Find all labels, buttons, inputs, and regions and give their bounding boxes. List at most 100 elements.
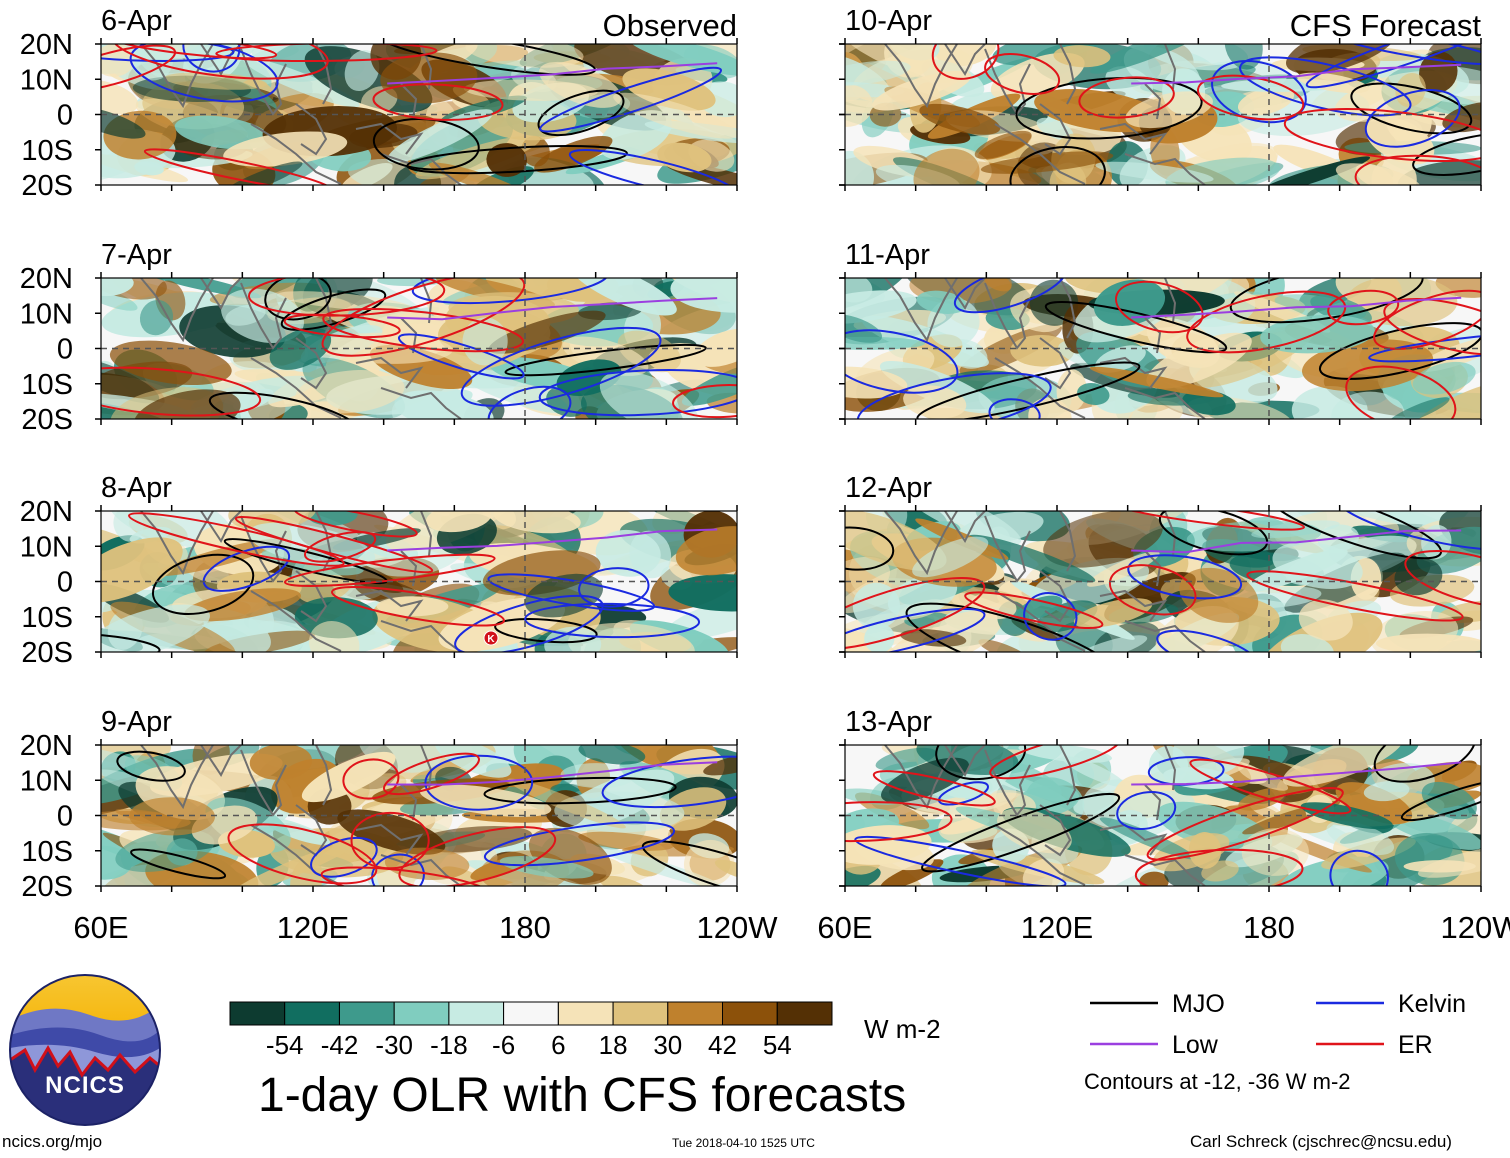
wave-contour bbox=[330, 586, 506, 627]
coastline bbox=[250, 590, 342, 652]
wave-contour bbox=[350, 811, 430, 870]
colorbar-label: 54 bbox=[763, 1030, 792, 1060]
x-tick-label: 180 bbox=[499, 910, 551, 945]
wave-contour bbox=[539, 66, 723, 133]
wave-contour bbox=[1107, 511, 1306, 531]
olr-anomaly-cell bbox=[301, 751, 396, 803]
colorbar-swatch bbox=[284, 1001, 340, 1026]
footer-url[interactable]: ncics.org/mjo bbox=[2, 1132, 103, 1151]
coastline bbox=[1144, 83, 1162, 120]
wave-contour bbox=[845, 576, 986, 651]
olr-anomaly-cell bbox=[845, 290, 917, 324]
panel-date-label: 7-Apr bbox=[101, 239, 172, 271]
olr-anomaly-cell bbox=[872, 70, 972, 111]
coastline bbox=[315, 278, 333, 339]
wave-contour bbox=[504, 343, 707, 377]
olr-anomaly-cell bbox=[486, 143, 527, 177]
colorbar-swatch bbox=[722, 1001, 778, 1026]
coastline bbox=[250, 123, 342, 185]
low-contour bbox=[1131, 296, 1462, 319]
ncics-logo: NCICS bbox=[9, 974, 161, 1126]
y-tick-label: 0 bbox=[57, 801, 73, 833]
wave-contour bbox=[845, 329, 959, 394]
legend-item: Kelvin bbox=[1316, 990, 1466, 1018]
wave-contour bbox=[1327, 289, 1400, 326]
y-tick-label: 0 bbox=[57, 334, 73, 366]
wave-contour bbox=[101, 632, 161, 652]
olr-anomaly-cell bbox=[380, 52, 478, 104]
y-tick-label: 10S bbox=[21, 836, 73, 868]
y-tick-label: 0 bbox=[57, 567, 73, 599]
wave-contour bbox=[304, 530, 377, 563]
wave-contour bbox=[227, 823, 378, 885]
olr-anomaly-cell bbox=[703, 753, 737, 776]
coastline bbox=[884, 278, 958, 343]
wave-contour bbox=[1404, 550, 1481, 609]
legend-label: Low bbox=[1172, 1031, 1219, 1059]
wave-contour bbox=[672, 384, 737, 419]
wave-contour bbox=[397, 333, 525, 380]
olr-anomaly-cell bbox=[599, 371, 698, 419]
wave-contour bbox=[845, 526, 895, 571]
wave-contour bbox=[1146, 787, 1344, 861]
olr-anomaly-cell bbox=[1280, 634, 1334, 652]
wave-contour bbox=[1044, 300, 1228, 354]
olr-anomaly-cell bbox=[1201, 860, 1239, 882]
olr-anomaly-cell bbox=[465, 44, 584, 68]
y-tick-label: 10N bbox=[20, 765, 73, 797]
wave-contour bbox=[845, 607, 986, 652]
olr-anomaly-cell bbox=[622, 68, 716, 111]
wave-contour bbox=[1023, 592, 1078, 641]
wave-contour bbox=[1015, 76, 1203, 140]
coastline bbox=[295, 103, 328, 156]
coastline bbox=[944, 44, 986, 76]
wave-contour bbox=[101, 44, 177, 94]
olr-anomaly-cell bbox=[919, 103, 1001, 135]
olr-anomaly-cell bbox=[714, 859, 737, 880]
olr-anomaly-cell bbox=[1165, 157, 1281, 185]
olr-anomaly-cell bbox=[295, 370, 405, 414]
wave-contour bbox=[989, 745, 1122, 780]
wave-contour bbox=[1373, 745, 1477, 783]
legend-label: Kelvin bbox=[1398, 990, 1466, 1018]
wave-contour bbox=[1305, 44, 1481, 89]
olr-anomaly-cell bbox=[1036, 117, 1074, 141]
olr-anomaly-cell bbox=[629, 530, 672, 579]
olr-anomaly-cell bbox=[349, 123, 418, 149]
panel-date-label: 8-Apr bbox=[101, 472, 172, 504]
olr-anomaly-cell bbox=[845, 60, 911, 87]
coastline bbox=[380, 620, 462, 652]
legend-item: ER bbox=[1316, 1031, 1433, 1059]
y-tick-label: 10S bbox=[21, 602, 73, 634]
wave-contour bbox=[264, 278, 332, 321]
coastline bbox=[994, 590, 1086, 652]
wave-contour bbox=[424, 754, 534, 811]
wave-contour bbox=[921, 792, 1121, 873]
olr-anomaly-cell bbox=[156, 538, 284, 576]
wave-contour bbox=[151, 553, 255, 615]
wave-contour bbox=[1189, 758, 1352, 815]
coastline bbox=[400, 784, 418, 821]
olr-anomaly-cell bbox=[1237, 86, 1295, 116]
olr-anomaly-cell bbox=[1089, 366, 1224, 398]
olr-anomaly-cell bbox=[578, 745, 646, 765]
coastline bbox=[1039, 103, 1072, 156]
wave-contour bbox=[953, 278, 1067, 314]
olr-anomaly-cell bbox=[845, 150, 874, 185]
olr-anomaly-cell bbox=[845, 366, 908, 399]
olr-anomaly-cell bbox=[184, 588, 301, 622]
olr-anomaly-cell bbox=[668, 574, 737, 612]
coastline bbox=[1039, 804, 1072, 857]
coastline bbox=[1059, 511, 1077, 572]
coastline bbox=[1039, 337, 1072, 390]
wave-contour bbox=[641, 840, 737, 886]
coastline bbox=[315, 745, 333, 806]
wave-contour bbox=[1335, 511, 1481, 551]
wave-contour bbox=[601, 755, 737, 809]
coastline bbox=[884, 44, 958, 109]
wave-contour bbox=[283, 553, 496, 587]
wave-contour bbox=[1412, 132, 1481, 176]
olr-anomaly-cell bbox=[1397, 160, 1481, 185]
wave-contour bbox=[215, 44, 438, 63]
